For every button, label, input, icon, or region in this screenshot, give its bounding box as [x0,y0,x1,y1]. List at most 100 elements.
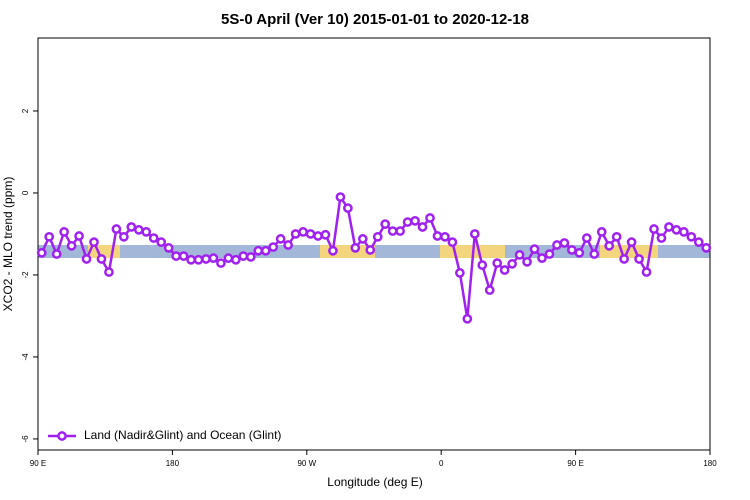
x-tick-label: 90 W [297,459,316,468]
x-tick-label: 90 E [567,459,583,468]
data-point [313,231,323,241]
data-point [440,231,450,242]
data-point [567,245,577,255]
chart-title: 5S-0 April (Ver 10) 2015-01-01 to 2020-1… [221,11,529,28]
data-point [238,251,249,261]
data-point [664,222,674,232]
data-point [552,240,562,250]
data-point [417,222,428,232]
data-point [171,251,181,261]
data-point [133,225,144,235]
y-tick-label: -6 [21,435,30,443]
data-point [283,240,293,250]
land-patch [600,245,658,258]
data-point [357,234,368,244]
data-point [372,231,383,242]
y-tick-label: 2 [21,108,30,113]
data-point [193,254,204,265]
data-point [484,285,495,295]
data-point [178,251,189,261]
data-point [74,231,84,241]
data-point [365,245,376,255]
data-point [380,219,391,229]
data-point [275,234,286,244]
y-axis-label: XCO2 - MLO trend (ppm) [1,177,15,312]
data-point [499,265,510,275]
data-point [163,243,174,253]
x-axis-label: Longitude (deg E) [327,475,422,489]
data-point [335,192,346,202]
data-point [59,227,69,237]
data-point [671,225,682,235]
data-point [701,243,712,253]
data-point [507,259,517,269]
data-point [477,260,488,270]
data-point [514,250,525,260]
data-point [104,267,114,277]
legend-marker [57,431,67,441]
x-tick-label: 180 [703,459,717,468]
data-point [656,233,667,243]
data-point [604,240,615,251]
data-point [208,253,219,263]
y-tick-label: -4 [21,353,30,361]
data-point [596,227,607,237]
data-point [581,233,592,243]
data-point [36,247,47,258]
data-point [395,226,405,236]
data-point [619,254,629,264]
data-point [44,231,55,242]
data-point [305,229,316,239]
data-point [141,227,152,237]
data-point [559,238,570,248]
data-point [298,227,308,237]
data-point [290,229,301,239]
data-point [320,229,331,240]
data-point [693,237,704,248]
data-point [51,249,62,259]
data-point [96,254,107,264]
data-point [186,254,196,265]
x-tick-label: 180 [166,459,180,468]
y-tick-label: -2 [21,271,30,279]
data-point [231,254,241,265]
data-point [410,215,420,226]
data-point [425,213,435,223]
data-point [574,247,585,258]
data-point [268,242,279,252]
plot-frame [37,37,711,451]
data-point [469,229,480,239]
data-point [343,203,353,213]
data-point [387,226,398,236]
data-point [492,258,503,268]
data-point [641,267,652,277]
data-point [447,237,458,248]
x-tick-label: 90 E [30,459,46,468]
x-tick-label: 0 [439,459,444,468]
data-point [402,217,413,227]
data-point [626,237,637,248]
data-point [350,243,361,253]
data-point [223,253,234,263]
data-point [216,258,226,268]
data-point [611,231,622,242]
data-point [649,224,659,234]
data-point [66,240,77,251]
data-point [260,245,271,256]
data-point [201,254,211,264]
data-point [148,233,159,243]
y-tick-label: 0 [21,190,30,195]
data-point [537,253,547,263]
data-point [529,244,540,254]
data-point [679,227,689,237]
data-point [111,224,122,234]
data-point [432,231,443,241]
data-point [328,245,338,256]
data-point [126,222,137,232]
data-point [634,254,644,264]
data-point [589,249,600,259]
data-point [253,245,264,256]
data-point [455,268,465,278]
data-point [119,231,129,242]
